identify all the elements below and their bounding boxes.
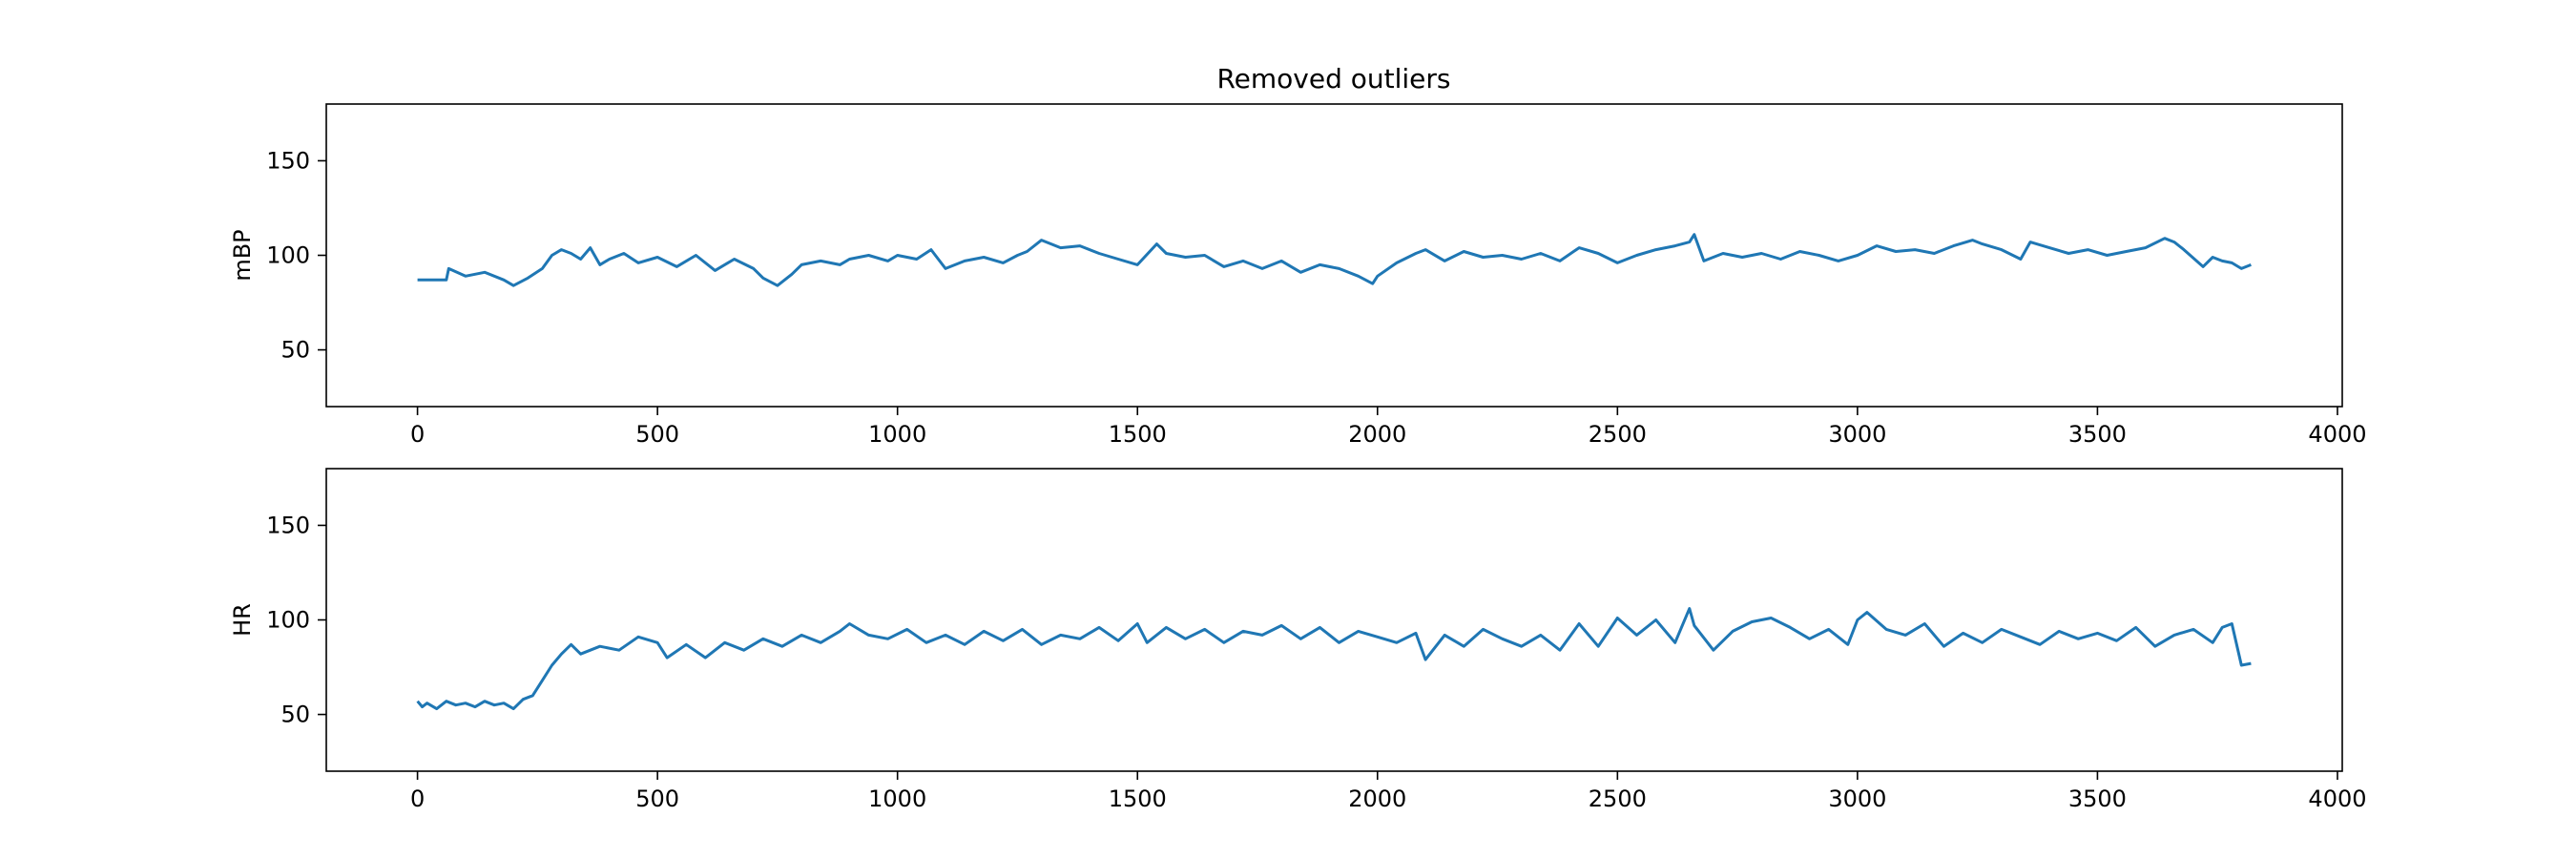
x-tick-label: 1500 — [1109, 421, 1167, 448]
series-line-1 — [416, 607, 2252, 711]
series-line-1 — [417, 233, 2252, 287]
y-axis-label: HR — [229, 603, 256, 637]
x-tick-label: 1000 — [868, 786, 926, 812]
x-tick-label: 3000 — [1828, 421, 1886, 448]
x-tick-label: 0 — [410, 786, 425, 812]
x-tick-label: 2500 — [1589, 421, 1647, 448]
y-tick-label: 50 — [280, 337, 310, 364]
figure-title: Removed outliers — [1216, 63, 1450, 94]
x-tick-label: 2000 — [1348, 786, 1406, 812]
x-tick-label: 0 — [410, 421, 425, 448]
subplot-2: 0 500 1000 1500 2000 2500 3000 3500 4000 50 100 150… — [229, 468, 2367, 812]
x-tick-label: 4000 — [2308, 421, 2366, 448]
subplot-1: 0 500 1000 1500 2000 2500 3000 3500 4000 50 100 150… — [229, 103, 2367, 448]
x-tick-label: 3000 — [1828, 786, 1886, 812]
y-axis-label: mBP — [229, 229, 256, 281]
x-tick-label: 1500 — [1109, 786, 1167, 812]
x-tick-label: 3500 — [2068, 421, 2127, 448]
y-tick-label: 100 — [266, 607, 310, 634]
y-tick-label: 100 — [266, 242, 310, 269]
subplots: 0 500 1000 1500 2000 2500 3000 3500 400050100150… — [229, 103, 2367, 812]
x-tick-label: 500 — [635, 421, 679, 448]
x-tick-label: 1000 — [868, 421, 926, 448]
y-tick-label: 150 — [266, 512, 310, 538]
y-tick-label: 50 — [280, 702, 310, 728]
x-tick-label: 4000 — [2308, 786, 2366, 812]
x-tick-label: 3500 — [2068, 786, 2127, 812]
x-tick-label: 2500 — [1589, 786, 1647, 812]
y-tick-label: 150 — [266, 147, 310, 174]
x-tick-label: 2000 — [1348, 421, 1406, 448]
x-tick-label: 500 — [635, 786, 679, 812]
